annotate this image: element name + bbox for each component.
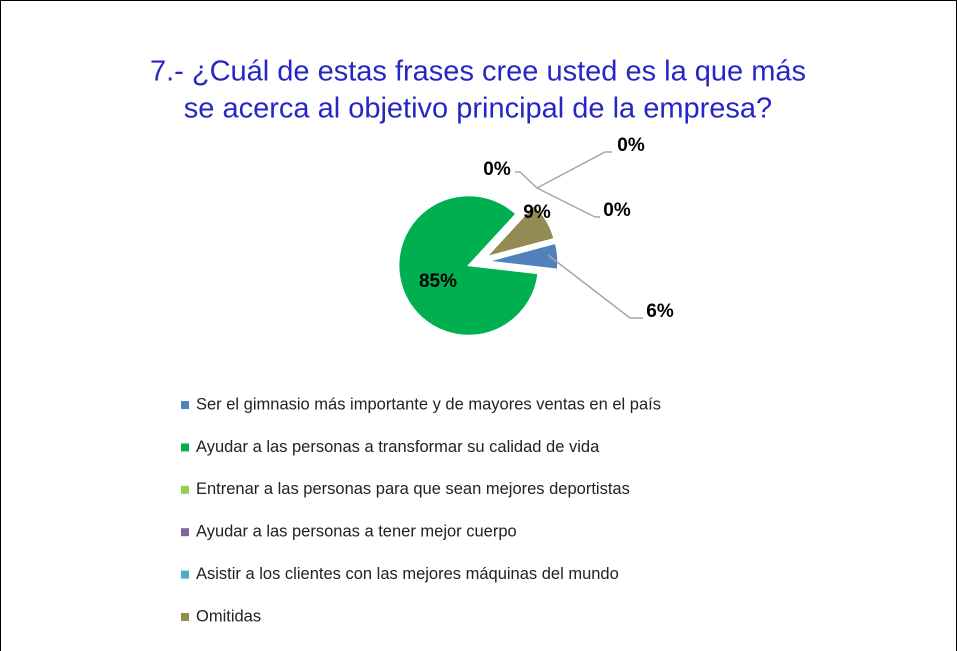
- legend-label: Entrenar a las personas para que sean me…: [196, 480, 630, 498]
- chart-title: 7.- ¿Cuál de estas frases cree usted es …: [150, 56, 806, 88]
- chart-title: se acerca al objetivo principal de la em…: [184, 93, 772, 125]
- legend-label: Omitidas: [196, 607, 261, 625]
- pie-slice: [484, 204, 556, 259]
- legend-marker: [181, 570, 189, 579]
- leader-line: [536, 151, 612, 189]
- data-label: 9%: [523, 202, 551, 223]
- legend-label: Ayudar a las personas a tener mejor cuer…: [196, 523, 517, 541]
- legend-label: Ser el gimnasio más importante y de mayo…: [196, 395, 661, 413]
- legend-marker: [181, 613, 189, 621]
- legend-marker: [181, 528, 189, 537]
- legend-marker: [181, 485, 189, 494]
- data-label: 0%: [617, 135, 645, 156]
- pie-slice: [487, 242, 559, 271]
- legend-marker: [181, 443, 189, 452]
- leader-line: [536, 187, 600, 218]
- legend-label: Ayudar a las personas a transformar su c…: [196, 438, 600, 456]
- legend-marker: [181, 401, 189, 409]
- leader-line: [547, 254, 643, 319]
- data-label: 85%: [419, 271, 457, 292]
- data-label: 0%: [603, 200, 631, 221]
- legend-label: Asistir a los clientes con las mejores m…: [196, 565, 619, 583]
- pie-slice: [397, 194, 539, 337]
- leader-line: [515, 171, 538, 189]
- data-label: 6%: [646, 301, 674, 322]
- data-label: 0%: [483, 159, 511, 180]
